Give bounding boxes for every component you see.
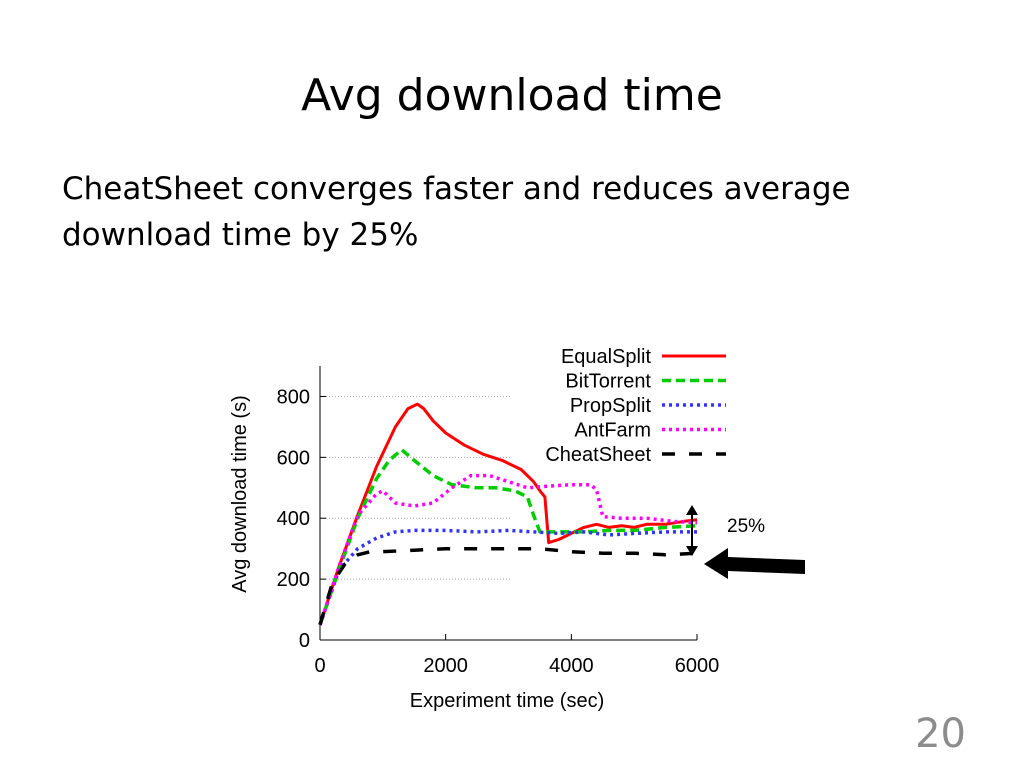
x-tick-label: 6000	[675, 655, 720, 677]
slide-title: Avg download time	[301, 70, 723, 121]
series-line-propsplit	[318, 528, 697, 626]
slide-number: 20	[915, 711, 966, 757]
double-arrow-down-icon	[686, 546, 698, 556]
pointer-arrow-icon	[704, 548, 805, 579]
x-tick-label: 0	[314, 655, 325, 677]
double-arrow-up-icon	[686, 505, 698, 515]
x-tick-label: 2000	[423, 655, 468, 677]
x-axis-label: Experiment time (sec)	[410, 690, 605, 712]
axes-layer: 0 200 400 600 800 0 2000 4000 6000	[277, 366, 720, 677]
gap-annotation: 25%	[686, 505, 805, 579]
series-line-cheatsheet	[318, 546, 698, 626]
y-tick-label: 800	[277, 386, 310, 408]
legend-label-antfarm: AntFarm	[574, 420, 651, 442]
legend-label-cheatsheet: CheatSheet	[545, 444, 651, 466]
y-tick-label: 200	[277, 569, 310, 591]
series-layer	[318, 402, 698, 626]
bullet-text: CheatSheet converges faster and reduces …	[62, 171, 851, 253]
legend-label-bittorrent: BitTorrent	[565, 371, 651, 393]
y-axis-label: Avg download time (s)	[229, 395, 251, 593]
annotation-label: 25%	[727, 516, 765, 537]
series-line-antfarm	[318, 473, 698, 626]
legend-label-propsplit: PropSplit	[570, 395, 652, 417]
x-tick-label: 4000	[549, 655, 594, 677]
y-tick-label: 400	[277, 508, 310, 530]
y-tick-label: 0	[299, 630, 310, 652]
y-tick-label: 600	[277, 447, 310, 469]
series-line-bittorrent	[318, 447, 698, 626]
series-line-equalsplit	[318, 402, 698, 626]
legend-label-equalsplit: EqualSplit	[561, 346, 652, 368]
